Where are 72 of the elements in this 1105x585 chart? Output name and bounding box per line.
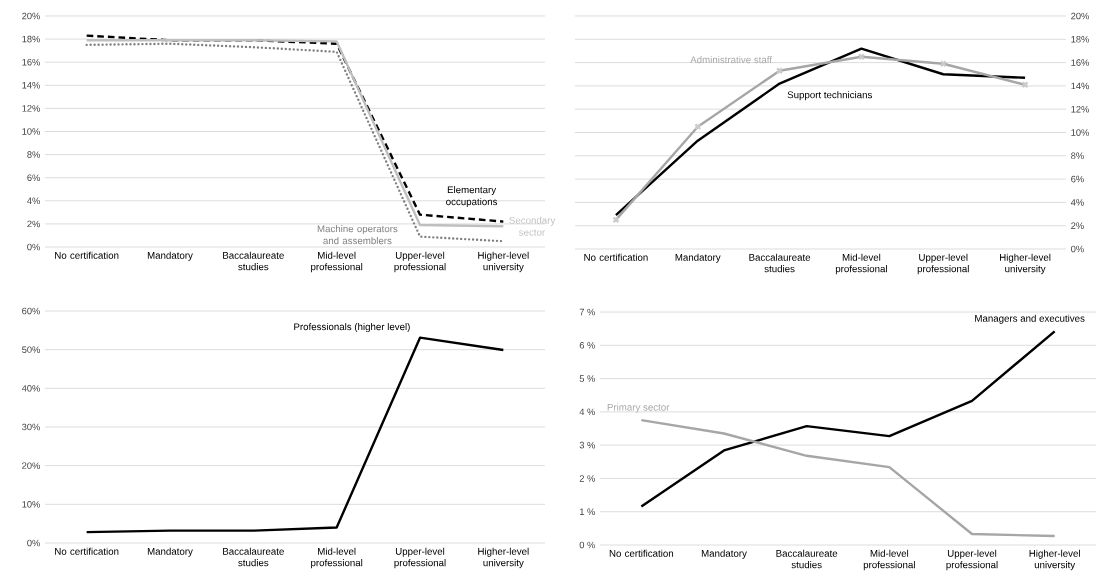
y-tick-label: 50% (22, 346, 40, 353)
x-tick-label: Higher-level university (478, 547, 529, 569)
y-tick-label: 10% (22, 501, 40, 508)
x-tick-label: No certification (609, 549, 674, 557)
y2-tick-label: 18% (1071, 36, 1089, 43)
line-series (640, 418, 1056, 538)
y2-tick-label: 2% (1071, 222, 1084, 229)
text: Managers and executives (975, 314, 1085, 324)
y-tick-label: 6% (27, 174, 40, 181)
x-tick-label: Higher-level university (1029, 549, 1080, 571)
x-tick-label: No certification (55, 251, 119, 259)
y-tick-label: 3 % (579, 441, 595, 449)
series-label: Professionals (higher level) (294, 323, 410, 333)
series-label: Administrative staff (690, 56, 773, 64)
x-tick-label: Upper-level professional (394, 547, 446, 569)
y-tick-label: 0 % (579, 541, 595, 549)
line-series (85, 336, 505, 534)
x-tick-label: Higher-level university (1000, 253, 1051, 275)
y2-tick-label: 6% (1071, 175, 1084, 183)
y-tick-label: 4% (27, 197, 40, 205)
x-tick-label: Mandatory (675, 253, 721, 263)
y-tick-label: 18% (22, 35, 40, 43)
y-tick-label: 2% (27, 220, 40, 228)
y-tick-label: 0% (27, 243, 40, 251)
x-tick-label: Upper-level professional (917, 253, 969, 275)
y-tick-label: 20% (22, 462, 40, 469)
y2-tick-label: 8% (1071, 152, 1084, 160)
y2-tick-label: 16% (1071, 59, 1089, 66)
x-tick-label: No certification (584, 253, 648, 261)
x-tick-label: Mid-level professional (863, 549, 915, 571)
y-tick-label: 1 % (580, 508, 595, 515)
y-tick-label: 8% (27, 151, 40, 158)
x-tick-label: Mid-level professional (311, 251, 363, 273)
x-tick-label: Baccalaureate studies (776, 549, 838, 569)
series-label: Elementary occupations (446, 186, 498, 208)
line-series (640, 330, 1056, 508)
y-tick-label: 40% (21, 385, 40, 392)
series-label: Primary sector (607, 403, 670, 413)
x-tick-label: Upper-level professional (394, 251, 446, 273)
series-label: Secondary sector (509, 216, 556, 236)
y-tick-label: 30% (22, 423, 40, 431)
y2-tick-label: 12% (1071, 105, 1089, 113)
y2-tick-label: 0% (1071, 245, 1084, 253)
x-tick-label: Baccalaureate studies (749, 253, 811, 273)
x-tick-label: Mandatory (147, 251, 193, 261)
series-label: Support technicians (787, 91, 872, 101)
y-tick-label: 2 % (579, 475, 595, 482)
y-tick-label: 7 % (579, 308, 595, 316)
y-tick-label: 60% (22, 307, 40, 315)
y-tick-label: 4 % (579, 408, 595, 416)
y-tick-label: 16% (22, 58, 40, 66)
x-tick-label: Mid-level professional (835, 253, 887, 275)
y-tick-label: 20% (22, 12, 40, 20)
x-tick-label: Baccalaureate studies (223, 251, 284, 271)
y-tick-label: 14% (22, 82, 40, 89)
y-tick-label: 6 % (579, 342, 595, 349)
y2-tick-label: 10% (1071, 129, 1089, 136)
x-tick-label: Higher-level university (478, 251, 529, 273)
y-tick-label: 5 % (579, 375, 595, 382)
y-tick-label: 12% (22, 105, 40, 112)
y-tick-label: 10% (22, 128, 40, 135)
x-tick-label: Baccalaureate studies (223, 547, 284, 567)
x-tick-label: No certification (55, 547, 119, 555)
y2-tick-label: 20% (1071, 12, 1089, 20)
series-label: Machine operators and assemblers (317, 225, 398, 245)
x-tick-label: Mandatory (701, 549, 747, 559)
x-tick-label: Mid-level professional (311, 547, 363, 569)
x-tick-label: Mandatory (147, 547, 193, 557)
x-tick-label: Upper-level professional (946, 549, 998, 571)
y2-tick-label: 4% (1070, 199, 1084, 206)
y2-tick-label: 14% (1071, 82, 1089, 90)
y-tick-label: 0% (27, 539, 40, 547)
